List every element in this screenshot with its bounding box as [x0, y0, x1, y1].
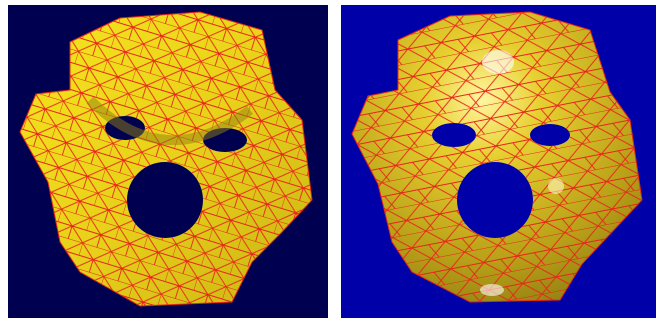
right-mesh	[351, 11, 643, 303]
left-mesh	[19, 11, 313, 307]
